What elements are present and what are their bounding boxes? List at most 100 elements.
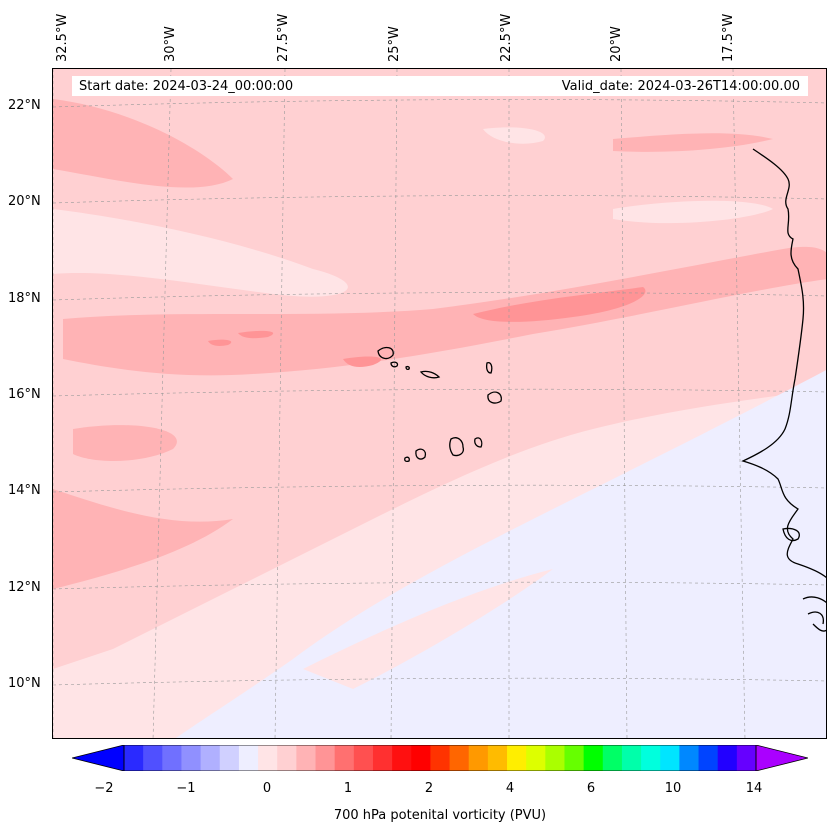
lon-label-22.5w: 22.5°W <box>499 13 514 62</box>
pv-contour-medium-4 <box>73 425 177 461</box>
colorbar-cell <box>162 745 183 771</box>
graticule-meridian-17.5w <box>732 69 746 738</box>
colorbar-cell <box>392 745 412 771</box>
island-fogo <box>415 448 427 460</box>
colorbar-cell <box>219 745 240 771</box>
pv-contour-strong-4 <box>343 356 382 367</box>
colorbar-cell <box>296 745 317 771</box>
island-sal <box>485 361 493 374</box>
colorbar-tick-4: 4 <box>505 781 515 796</box>
colorbar-cell <box>545 745 566 771</box>
island-santo-antao <box>377 346 394 360</box>
colorbar-cell <box>449 745 470 771</box>
lat-label-18n: 18°N <box>8 291 41 306</box>
colorbar-cell <box>411 745 432 771</box>
africa-coastline <box>741 148 826 579</box>
lat-label-14n: 14°N <box>8 483 41 498</box>
graticule-meridian-30w <box>152 69 172 738</box>
colorbar-cell <box>679 745 700 771</box>
colorbar-tick-14: 14 <box>745 781 763 796</box>
info-bar <box>72 76 808 96</box>
colorbar-cell <box>564 745 585 771</box>
lat-label-16n: 16°N <box>8 387 41 402</box>
colorbar-cell <box>124 745 144 771</box>
lon-label-25w: 25°W <box>387 26 402 62</box>
coastline <box>741 148 826 632</box>
island-brava <box>404 456 410 463</box>
lon-label-30w: 30°W <box>163 26 178 62</box>
lon-label-27.5w: 27.5°W <box>276 13 291 62</box>
colorbar-cell <box>717 745 738 771</box>
island-sao-nicolau <box>419 370 441 379</box>
colorbar-max-arrow <box>755 745 808 771</box>
colorbar-cell <box>353 745 374 771</box>
colorbar-outline <box>123 745 757 771</box>
colorbar-cell <box>468 745 489 771</box>
pv-contour-medium-3 <box>63 246 826 376</box>
pv-contour-medium-1 <box>53 99 233 188</box>
colorbar-cell <box>143 745 163 771</box>
senegal-coast-detail <box>782 527 800 542</box>
graticule-meridian-25w <box>390 69 398 738</box>
graticule-parallel-12n <box>53 581 826 590</box>
pv-contour-medium-2 <box>613 133 773 152</box>
lon-label-32.5w: 32.5°W <box>55 13 70 62</box>
lat-label-22n: 22°N <box>8 98 41 113</box>
pv-contour-pale-4 <box>303 569 553 689</box>
graticule <box>53 69 826 738</box>
colorbar-cell <box>526 745 546 771</box>
colorbar-tick-2: 2 <box>424 781 434 796</box>
pv-contour-pale-1 <box>53 209 348 297</box>
colorbar-cell <box>277 745 297 771</box>
colorbar-tick-1: 1 <box>343 781 353 796</box>
valid-date-label: Valid_date: 2024-03-26T14:00:00.00 <box>561 79 800 94</box>
colorbar-title: 700 hPa potenital vorticity (PVU) <box>333 808 547 823</box>
guinea-coast-detail <box>802 596 826 632</box>
colorbar-tick-0: 0 <box>262 781 272 796</box>
colorbar-tick-neg1: −1 <box>176 781 196 796</box>
graticule-meridian-20w <box>620 69 628 738</box>
island-santa-luzia <box>405 365 410 371</box>
graticule-parallel-20n <box>53 195 826 204</box>
pv-contour-blue <box>175 370 826 738</box>
graticule-parallel-22n <box>53 99 826 108</box>
colorbar-tick-neg2: −2 <box>94 781 114 796</box>
lon-label-20w: 20°W <box>609 26 624 62</box>
graticule-meridian-27.5w <box>274 69 286 738</box>
lat-label-20n: 20°N <box>8 194 41 209</box>
colorbar-cell <box>621 745 642 771</box>
start-date-label: Start date: 2024-03-24_00:00:00 <box>79 79 294 94</box>
colorbar-cell <box>372 745 393 771</box>
pv-field <box>53 69 826 738</box>
pv-contour-strong-3 <box>208 339 232 346</box>
lat-label-10n: 10°N <box>8 676 41 691</box>
pv-contour-strong-2 <box>238 330 274 339</box>
lon-label-17.5w: 17.5°W <box>721 13 736 62</box>
graticule-parallel-14n <box>53 484 826 493</box>
colorbar-tick-6: 6 <box>586 781 596 796</box>
colorbar-cell <box>507 745 527 771</box>
graticule-parallel-16n <box>53 388 826 397</box>
colorbar-cell <box>334 745 355 771</box>
lat-label-12n: 12°N <box>8 580 41 595</box>
colorbar-cell <box>238 745 259 771</box>
colorbar-tick-10: 10 <box>664 781 682 796</box>
colorbar-cell <box>430 745 451 771</box>
pv-contour-medium-5 <box>53 489 233 589</box>
graticule-parallel-18n <box>53 292 826 301</box>
colorbar-cell <box>200 745 221 771</box>
map-panel[interactable] <box>52 68 827 739</box>
colorbar-cells <box>124 745 757 771</box>
colorbar-cell <box>660 745 680 771</box>
colorbar-cell <box>583 745 604 771</box>
pv-contour-strong-1 <box>473 287 646 322</box>
island-sao-vicente <box>390 361 399 368</box>
colorbar-cell <box>258 745 278 771</box>
colorbar-cell <box>698 745 719 771</box>
colorbar-cell <box>487 745 508 771</box>
colorbar-cell <box>736 745 757 771</box>
colorbar-min-arrow <box>72 745 125 771</box>
pv-contour-pale-3 <box>613 200 773 224</box>
pv-contour-pale-2 <box>483 127 545 144</box>
cape-verde-islands <box>377 346 502 463</box>
